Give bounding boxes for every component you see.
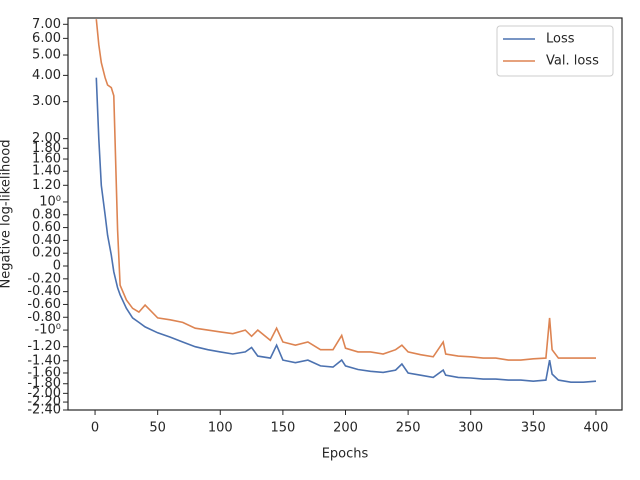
y-tick-label: -0.40 [27, 284, 61, 299]
y-tick-label: 2.00 [32, 131, 61, 146]
series-line [95, 19, 596, 361]
y-tick-label: -1.40 [27, 353, 61, 368]
legend: Loss Val. loss [496, 25, 614, 77]
y-tick-label: 5.00 [32, 48, 61, 63]
y-tick-label: 7.00 [32, 17, 61, 32]
y-tick-label: -2.00 [27, 386, 61, 401]
y-tick-label: -1.80 [27, 376, 61, 391]
y-tick-label: -1.20 [27, 339, 61, 354]
y-tick-label: 1.40 [32, 164, 61, 179]
series-line [95, 77, 597, 383]
y-tick-label: 1.80 [32, 141, 61, 156]
y-tick-label: 0 [53, 259, 61, 274]
x-axis-label: Epochs [322, 447, 369, 462]
y-axis-label: Negative log-likelihood [0, 140, 14, 289]
x-tick-label: 300 [458, 421, 483, 436]
y-tick-label: -2.40 [27, 403, 61, 418]
x-tick-label: 400 [584, 421, 609, 436]
x-tick-label: 50 [149, 421, 166, 436]
y-tick-label: 0.20 [32, 246, 61, 261]
y-tick-label: -0.80 [27, 310, 61, 325]
y-tick-label: 10⁰ [39, 194, 61, 209]
y-tick-label: 3.00 [32, 94, 61, 109]
y-tick-label: 0.80 [32, 207, 61, 222]
y-tick-label: 4.00 [32, 68, 61, 83]
y-tick-label: 6.00 [32, 31, 61, 46]
y-tick-label: -10⁰ [35, 323, 61, 338]
legend-label: Loss [546, 32, 575, 47]
x-tick-label: 0 [91, 421, 99, 436]
y-tick-label: 0.60 [32, 220, 61, 235]
y-tick-label: 0.40 [32, 233, 61, 248]
legend-label: Val. loss [546, 54, 599, 69]
y-tick-label: -0.20 [27, 271, 61, 286]
plot-frame [67, 17, 623, 411]
x-tick-label: 150 [270, 421, 295, 436]
x-tick-label: 350 [521, 421, 546, 436]
x-tick-label: 100 [208, 421, 233, 436]
y-tick-label: -1.60 [27, 365, 61, 380]
x-tick-label: 200 [333, 421, 358, 436]
y-tick-label: -2.20 [27, 395, 61, 410]
y-tick-label: -0.60 [27, 297, 61, 312]
y-tick-label: 1.60 [32, 152, 61, 167]
y-tick-label: 1.20 [32, 178, 61, 193]
x-tick-label: 250 [396, 421, 421, 436]
